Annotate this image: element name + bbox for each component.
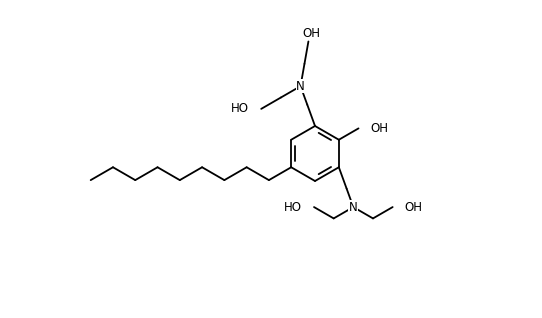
Text: N: N — [296, 80, 305, 93]
Text: HO: HO — [284, 201, 302, 214]
Text: OH: OH — [302, 27, 320, 40]
Text: N: N — [349, 201, 358, 214]
Text: OH: OH — [405, 201, 423, 214]
Text: OH: OH — [371, 122, 389, 135]
Text: HO: HO — [231, 102, 249, 115]
